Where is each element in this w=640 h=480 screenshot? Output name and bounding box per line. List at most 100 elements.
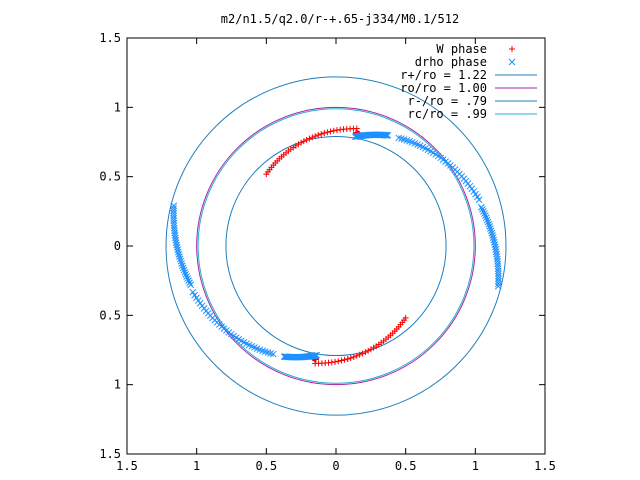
drho-phase-point bbox=[482, 214, 490, 222]
w-phase-point bbox=[365, 347, 372, 354]
w-phase-point bbox=[335, 358, 342, 365]
y-tick-label: 0.5 bbox=[99, 308, 121, 322]
drho-phase-point bbox=[475, 196, 483, 204]
drho-phase-point bbox=[479, 205, 486, 213]
drho-phase-point bbox=[185, 277, 192, 285]
drho-phase-point bbox=[485, 220, 493, 228]
drho-phase-point bbox=[170, 217, 178, 225]
drho-phase-point bbox=[282, 353, 290, 361]
x-tick-label: 0.5 bbox=[395, 459, 417, 473]
drho-phase-point bbox=[170, 219, 178, 227]
drho-phase-point bbox=[486, 222, 493, 230]
w-phase-point bbox=[306, 135, 313, 142]
drho-phase-point bbox=[384, 132, 392, 139]
drho-phase-point bbox=[283, 353, 291, 361]
drho-phase-point bbox=[495, 277, 502, 285]
w-phase-point bbox=[318, 130, 325, 137]
w-phase-point bbox=[367, 346, 374, 353]
y-tick-label: 1 bbox=[114, 100, 121, 114]
legend-marker bbox=[508, 58, 516, 66]
y-tick-label: 1.5 bbox=[99, 31, 121, 45]
legend-label: W phase bbox=[436, 42, 487, 56]
drho-phase-point bbox=[481, 210, 488, 217]
drho-phase-point bbox=[494, 282, 502, 290]
w-phase-point bbox=[347, 355, 354, 362]
drho-phase-point bbox=[170, 212, 177, 220]
drho-phase-point bbox=[487, 225, 494, 232]
w-phase-point bbox=[321, 130, 328, 137]
x-tick-label: 1 bbox=[193, 459, 200, 473]
drho-phase-point bbox=[183, 273, 191, 280]
drho-phase-point bbox=[381, 131, 389, 139]
drho-phase-point bbox=[494, 267, 502, 275]
drho-phase-point bbox=[494, 280, 502, 288]
legend-label: ro/ro = 1.00 bbox=[400, 81, 487, 95]
drho-phase-point bbox=[495, 275, 502, 283]
w-phase-point bbox=[338, 357, 345, 364]
drho-phase-point bbox=[281, 353, 289, 361]
drho-phase-point bbox=[179, 264, 187, 272]
y-tick-label: 1 bbox=[114, 378, 121, 392]
drho-phase-point bbox=[177, 257, 185, 265]
w-phase-point bbox=[350, 354, 357, 360]
w-phase-point bbox=[359, 350, 366, 357]
circle-series bbox=[225, 135, 447, 357]
drho-phase-point bbox=[180, 266, 188, 274]
drho-phase-point bbox=[480, 207, 487, 215]
y-tick-label: 1.5 bbox=[99, 447, 121, 461]
w-phase-point bbox=[298, 139, 305, 146]
drho-phase-point bbox=[170, 207, 177, 215]
chart-title: m2/n1.5/q2.0/r-+.65-j334/M0.1/512 bbox=[221, 12, 459, 26]
drho-phase-point bbox=[483, 216, 491, 224]
drho-phase-point bbox=[495, 272, 502, 280]
drho-phase-point bbox=[280, 353, 288, 360]
legend-label: r-/ro = .79 bbox=[408, 94, 487, 108]
w-phase-point bbox=[344, 355, 351, 362]
drho-phase-point bbox=[481, 212, 489, 219]
drho-phase-point bbox=[186, 279, 193, 287]
x-tick-label: 1.5 bbox=[534, 459, 556, 473]
reference-circles bbox=[165, 76, 507, 416]
legend-marker bbox=[509, 46, 515, 52]
drho-phase-point bbox=[179, 262, 186, 270]
drho-phase-point bbox=[184, 275, 191, 282]
y-tick-label: 0.5 bbox=[99, 170, 121, 184]
x-tick-label: 1.5 bbox=[116, 459, 138, 473]
w-phase-point bbox=[341, 356, 348, 363]
w-phase-point bbox=[353, 352, 360, 359]
w-phase-point bbox=[312, 133, 319, 140]
w-phase-point bbox=[303, 136, 310, 143]
drho-phase-point bbox=[170, 204, 178, 212]
x-tick-label: 0.5 bbox=[255, 459, 277, 473]
circle-series bbox=[197, 108, 475, 384]
drho-phase-point bbox=[189, 288, 197, 296]
phase-points bbox=[170, 125, 502, 367]
drho-phase-point bbox=[487, 227, 495, 235]
drho-phase-point bbox=[477, 203, 485, 211]
drho-phase-point bbox=[187, 281, 195, 289]
w-phase-point bbox=[324, 129, 331, 136]
drho-phase-point bbox=[495, 270, 502, 278]
drho-phase-point bbox=[170, 214, 177, 222]
drho-phase-point bbox=[494, 265, 502, 273]
legend-label: r+/ro = 1.22 bbox=[400, 68, 487, 82]
axis-ticks: 1.5 1 0.5 0 0.5 1 1.51.510.500.511.5 bbox=[99, 31, 556, 473]
drho-phase-point bbox=[170, 209, 177, 217]
circle-series bbox=[165, 76, 507, 416]
w-phase-point bbox=[309, 134, 316, 141]
drho-phase-point bbox=[182, 270, 190, 278]
w-phase-point bbox=[356, 351, 363, 358]
drho-phase-point bbox=[488, 229, 496, 237]
drho-phase-point bbox=[484, 218, 492, 226]
w-phase-point bbox=[315, 132, 322, 138]
x-tick-label: 1 bbox=[472, 459, 479, 473]
w-phase-point bbox=[327, 128, 334, 135]
x-tick-label: 0 bbox=[332, 459, 339, 473]
drho-phase-point bbox=[170, 202, 178, 210]
legend-label: drho phase bbox=[415, 55, 487, 69]
w-phase-point bbox=[300, 138, 307, 145]
w-phase-point bbox=[330, 127, 337, 134]
drho-phase-point bbox=[382, 131, 390, 139]
legend-label: rc/ro = .99 bbox=[408, 107, 487, 121]
